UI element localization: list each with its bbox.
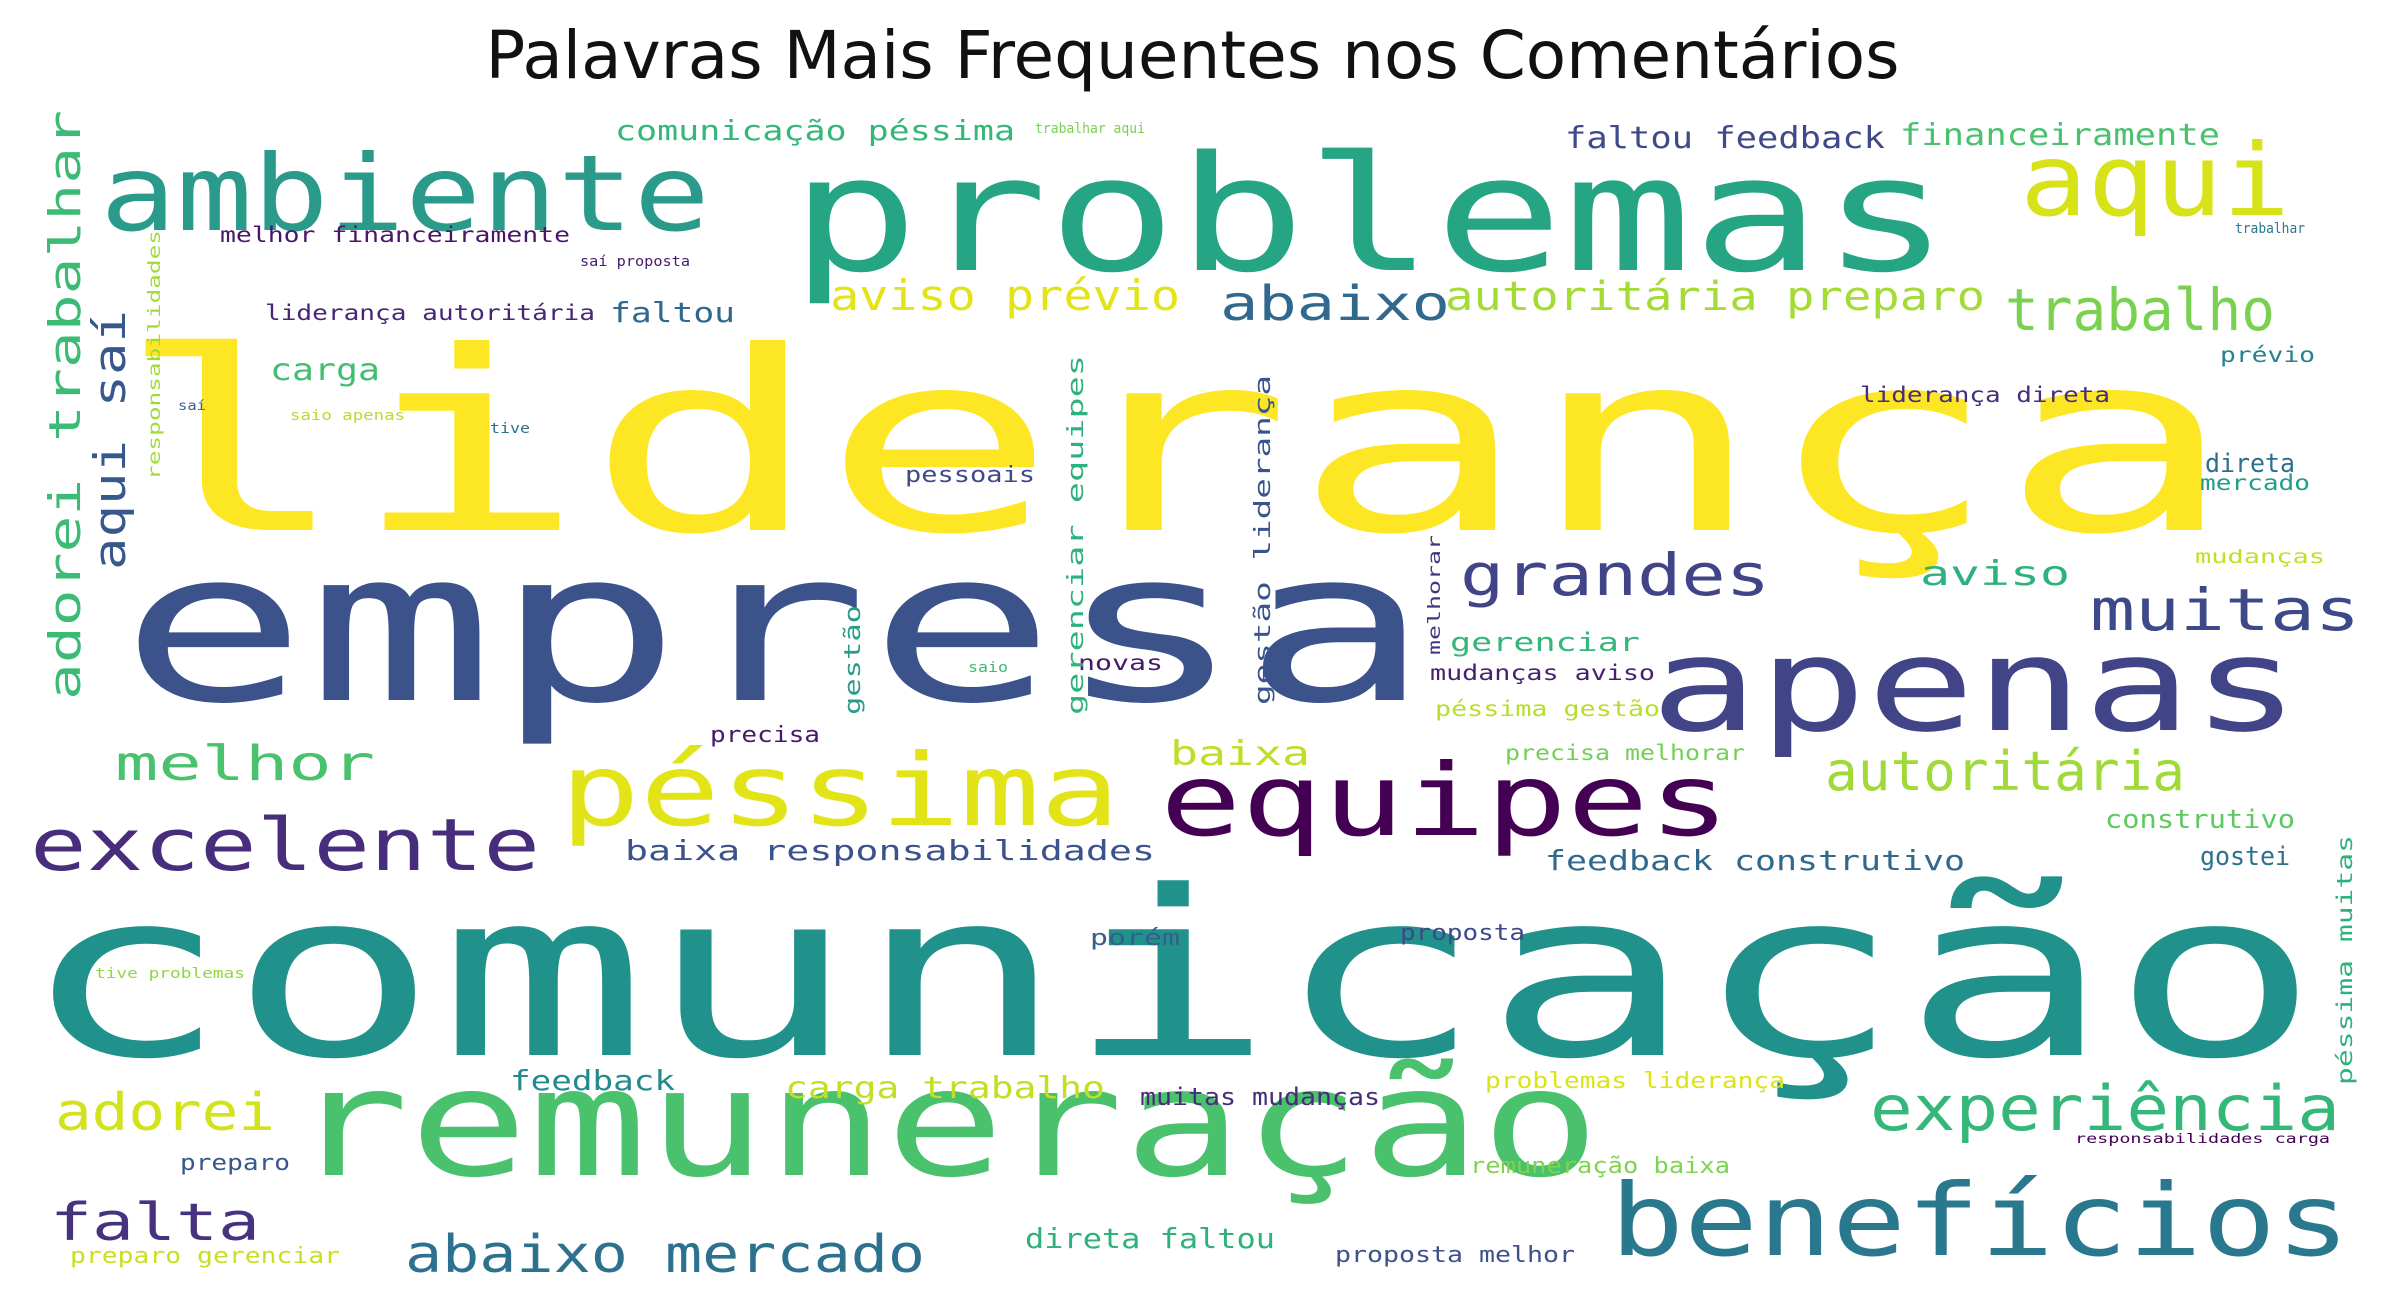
word-porem: porém — [1090, 926, 1180, 951]
word-falta: falta — [50, 1193, 260, 1253]
word-aviso-previo: aviso prévio — [830, 271, 1180, 320]
word-feedback: feedback — [510, 1064, 675, 1097]
word-melhor-financeiramente: melhor financeiramente — [220, 223, 570, 247]
word-baixa: baixa — [1170, 734, 1310, 774]
word-feedback-construtivo: feedback construtivo — [1545, 844, 1965, 877]
page-title: Palavras Mais Frequentes nos Comentários — [485, 17, 1900, 94]
word-trabalho: trabalho — [2005, 276, 2275, 344]
word-empresa: empresa — [120, 505, 1430, 750]
word-previo: prévio — [2220, 343, 2315, 367]
word-grandes: grandes — [1460, 541, 1770, 609]
word-tive: tive — [490, 421, 530, 437]
word-pessima: péssima — [560, 732, 1120, 849]
word-adorei: adorei — [55, 1083, 275, 1143]
word-aqui-sai: aqui saí — [85, 310, 136, 570]
word-problemas-lideranca: problemas liderança — [1485, 1069, 1785, 1094]
word-mercado: mercado — [2200, 471, 2310, 495]
word-pessima-gestao: péssima gestão — [1435, 697, 1660, 721]
word-muitas-mudancas: muitas mudanças — [1140, 1083, 1380, 1111]
word-carga: carga — [270, 353, 380, 388]
word-lideranca-autoritaria: liderança autoritária — [265, 301, 595, 325]
word-precisa: precisa — [710, 723, 820, 748]
word-direta: direta — [2205, 449, 2295, 479]
word-mudancas: mudanças — [2195, 546, 2325, 568]
word-gestao-lideranca: gestão liderança — [1251, 375, 1276, 705]
word-adorei-trabalhar: adorei trabalhar — [40, 110, 91, 700]
word-sai-proposta: saí proposta — [580, 254, 690, 270]
word-trabalhar: trabalhar — [2235, 221, 2305, 237]
word-saio: saio — [968, 660, 1008, 676]
word-comunicacao-pessima: comunicação péssima — [615, 114, 1015, 147]
word-trabalhar-aqui: trabalhar aqui — [1035, 121, 1145, 137]
word-baixa-responsabilidades: baixa responsabilidades — [625, 834, 1155, 867]
word-financeiramente: financeiramente — [1900, 118, 2220, 153]
word-autoritaria-preparo: autoritária preparo — [1445, 274, 1985, 320]
word-melhor: melhor — [115, 736, 375, 792]
word-ambiente: ambiente — [100, 133, 710, 255]
word-preparo: preparo — [180, 1151, 290, 1176]
word-comunicacao: comunicação — [20, 843, 2320, 1110]
word-apenas: apenas — [1650, 609, 2300, 761]
word-faltou: faltou — [610, 296, 735, 329]
word-preparo-gerenciar: preparo gerenciar — [70, 1244, 340, 1269]
word-tive-problemas: tive problemas — [95, 966, 245, 982]
word-problemas: problemas — [790, 121, 1950, 308]
word-gostei: gostei — [2200, 842, 2290, 872]
word-abaixo: abaixo — [1220, 276, 1450, 332]
word-gestao: gestão — [841, 605, 866, 715]
word-lideranca-direta: liderança direta — [1860, 383, 2110, 407]
word-melhorar: melhorar — [1425, 535, 1445, 655]
word-proposta: proposta — [1400, 921, 1525, 946]
word-remuneracao-baixa: remuneração baixa — [1470, 1154, 1730, 1179]
word-direta-faltou: direta faltou — [1025, 1222, 1275, 1255]
word-saio-apenas: saio apenas — [290, 408, 405, 424]
word-muitas: muitas — [2090, 576, 2360, 644]
word-experiencia: experiência — [1870, 1072, 2340, 1145]
word-precisa-melhorar: precisa melhorar — [1505, 741, 1745, 765]
word-faltou-feedback: faltou feedback — [1565, 121, 1885, 156]
word-abaixo-mercado: abaixo mercado — [405, 1225, 925, 1285]
word-excelente: excelente — [30, 803, 540, 887]
word-autoritaria: autoritária — [1825, 740, 2185, 803]
word-novas: novas — [1078, 651, 1163, 675]
word-pessima-muitas: péssima muitas — [2333, 835, 2357, 1085]
word-carga-trabalho: carga trabalho — [785, 1071, 1105, 1106]
word-pessoais: pessoais — [905, 463, 1035, 488]
word-lideranca: liderança — [115, 298, 2235, 589]
word-aviso: aviso — [1920, 554, 2070, 594]
word-gerenciar: gerenciar — [1450, 628, 1640, 658]
word-remuneracao: remuneração — [290, 1037, 1600, 1211]
word-construtivo: construtivo — [2105, 805, 2295, 835]
word-mudancas-aviso: mudanças aviso — [1430, 661, 1655, 685]
word-responsabilidades-carga: responsabilidades carga — [2075, 1132, 2330, 1147]
word-proposta-melhor: proposta melhor — [1335, 1243, 1575, 1268]
word-gerenciar-equipes: gerenciar equipes — [1064, 355, 1089, 715]
word-sai: saí — [178, 399, 206, 414]
word-beneficios: benefícios — [1610, 1162, 2350, 1279]
word-aqui: aqui — [2020, 122, 2290, 239]
word-responsabilidades: responsabilidades — [145, 230, 165, 480]
word-equipes: equipes — [1160, 742, 1730, 859]
